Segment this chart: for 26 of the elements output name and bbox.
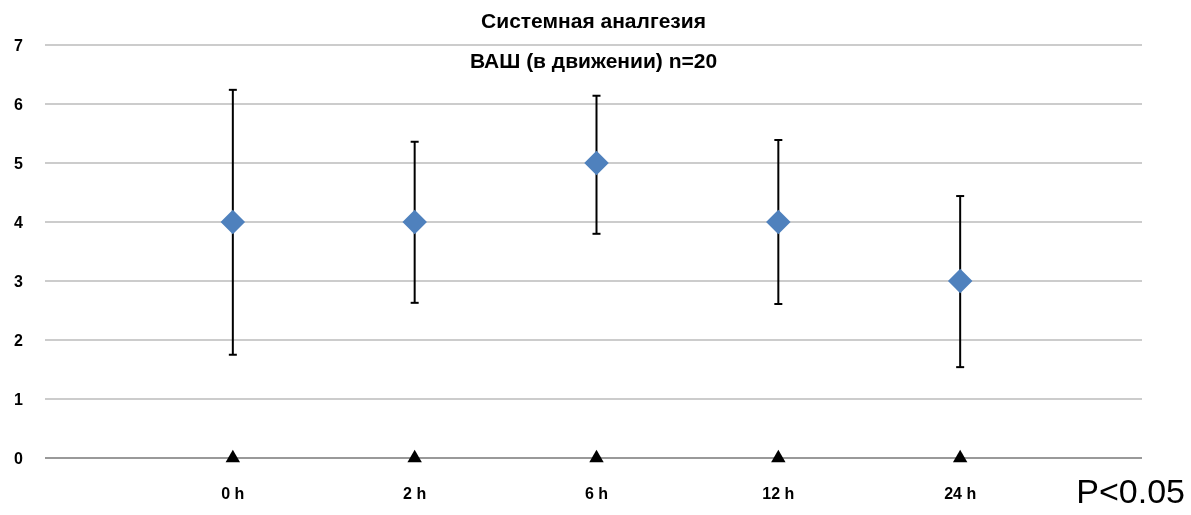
point <box>766 209 791 235</box>
x-tick-label: 24 h <box>944 485 977 502</box>
y-tick-label: 2 <box>14 331 24 349</box>
point <box>771 449 786 463</box>
point <box>220 209 246 235</box>
chart-title: Системная аналгезия <box>481 9 706 32</box>
y-tick-label: 1 <box>14 390 24 408</box>
x-tick-label: 2 h <box>403 485 427 502</box>
point <box>952 449 968 463</box>
point <box>589 449 604 463</box>
text: P<0.05 <box>1076 472 1185 510</box>
x-tick-label: 12 h <box>762 485 795 502</box>
y-tick-label: 4 <box>14 213 24 231</box>
chart-subtitle: ВАШ (в движении) n=20 <box>469 49 718 72</box>
x-tick-label: 6 h <box>584 485 609 502</box>
y-tick-label: 7 <box>14 36 24 54</box>
point <box>947 268 973 294</box>
y-tick-label: 6 <box>14 95 24 113</box>
y-tick-label: 3 <box>14 272 24 290</box>
point <box>402 209 427 235</box>
point <box>225 449 241 463</box>
y-tick-label: 0 <box>14 449 24 467</box>
y-tick-label: 5 <box>14 154 24 172</box>
x-tick-label: 0 h <box>221 485 245 502</box>
point <box>584 150 609 176</box>
point <box>407 449 422 463</box>
